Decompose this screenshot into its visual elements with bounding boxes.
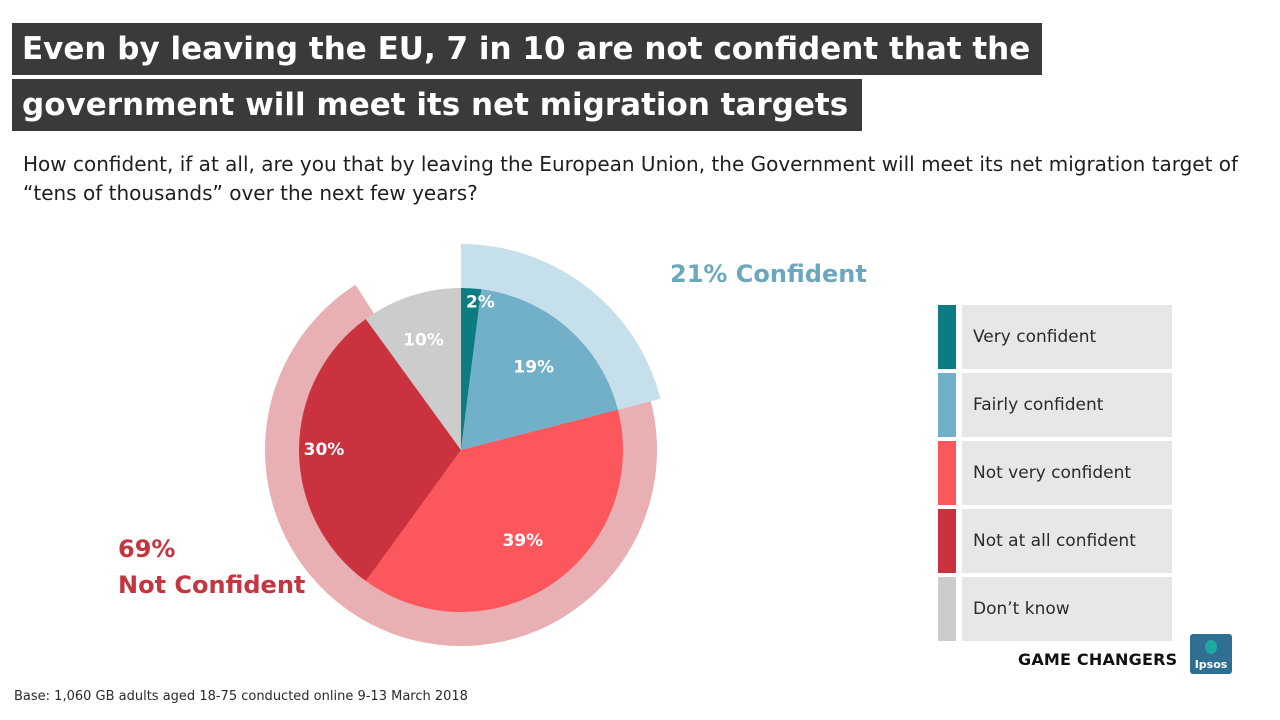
legend-item-fairly-confident: Fairly confident — [938, 373, 1174, 437]
legend-label: Fairly confident — [973, 395, 1104, 415]
slice-label-fairly-confident: 19% — [513, 357, 554, 377]
pie-slice-not-at-all-confident — [299, 318, 461, 582]
logo-icon — [1205, 640, 1217, 654]
confident-group-label: 21% Confident — [670, 260, 867, 288]
legend-label: Don’t know — [973, 599, 1070, 619]
pie-slice-dont-know — [365, 288, 461, 450]
legend-swatch — [938, 305, 956, 369]
legend-swatch — [938, 577, 956, 641]
pie-slice-fairly-confident — [461, 289, 618, 450]
pie-slices — [299, 288, 623, 612]
legend-label: Very confident — [973, 327, 1097, 347]
legend-item-not-at-all-confident: Not at all confident — [938, 509, 1174, 573]
logo-text: Ipsos — [1194, 658, 1228, 671]
ipsos-logo: Ipsos — [1190, 634, 1232, 674]
brand-tagline: GAME CHANGERS — [1018, 650, 1178, 669]
pie-slice-not-very-confident — [365, 409, 623, 612]
legend-item-not-very-confident: Not very confident — [938, 441, 1174, 505]
legend-item-very-confident: Very confident — [938, 305, 1174, 369]
slice-label-not-at-all-confident: 30% — [304, 440, 345, 460]
legend-item-dont-know: Don’t know — [938, 577, 1174, 641]
not-confident-percent: 69% — [118, 535, 176, 563]
base-note: Base: 1,060 GB adults aged 18-75 conduct… — [14, 689, 468, 704]
not-confident-group-label: Not Confident — [118, 571, 306, 599]
legend-swatch — [938, 441, 956, 505]
legend-swatch — [938, 373, 956, 437]
legend-label: Not at all confident — [973, 531, 1136, 551]
slice-label-very-confident: 2% — [466, 292, 495, 312]
title-line-2: government will meet its net migration t… — [12, 79, 862, 131]
legend-label: Not very confident — [973, 463, 1132, 483]
legend-swatch — [938, 509, 956, 573]
slice-label-not-very-confident: 39% — [502, 531, 543, 551]
slice-labels: 2% 19% 39% 30% 10% — [304, 292, 554, 551]
pie-slice-very-confident — [461, 288, 482, 450]
title-line-1: Even by leaving the EU, 7 in 10 are not … — [12, 23, 1042, 75]
survey-question: How confident, if at all, are you that b… — [23, 152, 1239, 205]
chart-legend: Very confident Fairly confident Not very… — [938, 305, 1174, 645]
slice-label-dont-know: 10% — [403, 331, 444, 351]
